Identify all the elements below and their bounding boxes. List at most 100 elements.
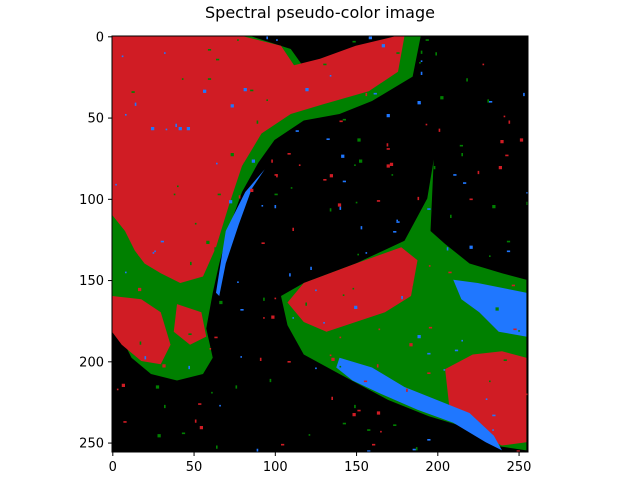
y-tick-label: 50 [87,112,104,127]
heatmap-speckle [274,193,278,196]
heatmap-speckle [219,300,223,305]
heatmap-speckle [251,159,255,163]
heatmap-speckle [337,203,342,207]
heatmap-speckle [188,365,190,370]
heatmap-speckle [357,138,361,142]
heatmap-speckle [376,200,381,202]
heatmap-speckle [435,52,437,56]
heatmap-speckle [386,114,390,118]
heatmap-speckle [115,183,117,186]
heatmap-speckle [498,166,502,170]
heatmap-speckle [511,284,515,287]
heatmap-speckle [406,388,408,392]
heatmap-speckle [404,76,407,80]
heatmap-speckle [250,188,254,192]
heatmap-speckle [459,144,463,147]
heatmap-speckle [519,138,524,142]
heatmap-speckle [487,99,489,103]
heatmap-speckle [435,404,439,407]
heatmap-speckle [386,148,390,150]
heatmap-speckle [393,424,397,426]
heatmap-speckle [261,242,265,244]
heatmap-speckle [443,369,446,371]
heatmap-speckle [310,266,312,270]
heatmap-speckle [128,185,132,188]
heatmap-speckle [432,343,436,347]
heatmap-speckle [417,101,421,105]
heatmap-speckle [276,39,278,41]
heatmap-speckle [121,383,125,387]
heatmap-speckle [367,450,371,452]
heatmap-speckle [154,250,156,253]
heatmap-speckle [164,52,166,54]
heatmap-speckle [160,240,164,243]
heatmap-speckle [263,297,265,301]
heatmap-speckle [125,114,127,116]
heatmap-speckle [365,92,368,97]
heatmap-speckle [433,166,436,170]
heatmap-speckle [305,88,309,92]
heatmap-speckle [194,419,197,423]
heatmap-speckle [181,78,184,80]
heatmap-speckle [329,354,332,357]
heatmap-speckle [315,289,317,292]
heatmap-speckle [308,434,311,436]
heatmap-speckle [342,118,346,121]
heatmap-speckle [207,78,212,80]
heatmap-speckle [203,224,205,227]
heatmap-speckle [503,115,506,118]
heatmap-speckle [386,143,389,147]
heatmap-speckle [237,281,239,283]
heatmap-speckle [256,448,259,452]
heatmap-speckle [393,231,397,233]
heatmap-speckle [480,326,483,329]
heatmap-speckle [164,404,166,409]
heatmap-speckle [523,92,525,97]
heatmap-speckle [453,174,457,176]
heatmap-speckle [214,336,218,339]
heatmap-speckle [412,364,415,366]
heatmap-speckle [495,307,499,311]
heatmap-speckle [461,153,463,157]
heatmap-speckle [243,162,247,166]
plot-frame [111,35,529,453]
heatmap-speckle [177,185,179,188]
heatmap-region-class-3 [112,36,405,283]
y-tick-label: 100 [79,193,104,208]
heatmap-speckle [339,206,342,210]
heatmap-speckle [342,180,346,183]
heatmap-speckle [269,378,272,383]
heatmap-speckle [157,434,161,438]
heatmap-speckle [441,348,444,352]
y-tick-label: 150 [79,274,104,289]
heatmap-speckle [214,247,218,251]
heatmap-speckle [516,450,520,452]
x-tick-label: 150 [344,460,369,475]
heatmap-speckle [259,357,262,361]
heatmap-speckle [290,187,293,189]
heatmap-speckle [477,170,480,175]
x-tick-label: 250 [507,460,532,475]
heatmap-speckle [198,115,200,118]
heatmap-speckle [354,305,358,309]
heatmap-speckle [360,226,363,230]
heatmap-speckle [401,296,403,300]
heatmap-speckle [162,364,166,368]
heatmap-speckle [427,208,431,210]
heatmap-region-class-1 [453,279,527,337]
heatmap-speckle [396,221,400,223]
heatmap-speckle [492,205,496,209]
x-tick-label: 0 [109,460,117,475]
heatmap-speckle [209,348,212,350]
heatmap-speckle [245,53,249,56]
heatmap-speckle [339,336,342,339]
heatmap-speckle [389,162,394,166]
heatmap-speckle [216,445,218,449]
heatmap-speckle [425,123,428,126]
heatmap-speckle [380,320,384,324]
heatmap-speckle [240,356,242,358]
heatmap-speckle [354,164,356,166]
heatmap-speckle [289,273,291,277]
heatmap-speckle [415,447,418,451]
